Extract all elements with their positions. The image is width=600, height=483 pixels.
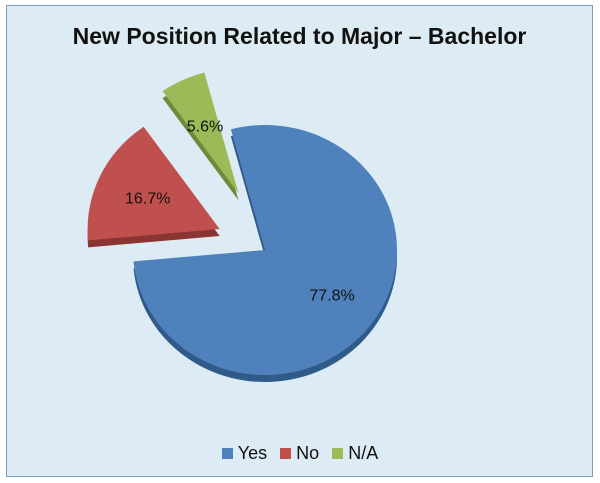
data-label-na: 5.6% [187, 119, 223, 136]
legend-item-no: No [280, 443, 319, 464]
pie-slice-yes [133, 125, 397, 376]
legend-item-yes: Yes [221, 443, 268, 464]
data-label-yes: 77.8% [309, 287, 354, 304]
legend-swatch-na [332, 448, 344, 459]
legend-label-no: No [296, 443, 320, 463]
legend-item-na: N/A [332, 443, 378, 464]
legend-label-na: N/A [348, 443, 379, 463]
chart-title: New Position Related to Major – Bachelor [72, 23, 527, 49]
legend-swatch-yes [221, 448, 233, 459]
legend-swatch-no [280, 448, 292, 459]
legend: Yes No N/A [0, 443, 600, 464]
pie-slice-na [162, 72, 239, 194]
data-label-no: 16.7% [125, 191, 170, 208]
legend-label-yes: Yes [237, 443, 268, 463]
pie-slice-no [87, 126, 220, 241]
